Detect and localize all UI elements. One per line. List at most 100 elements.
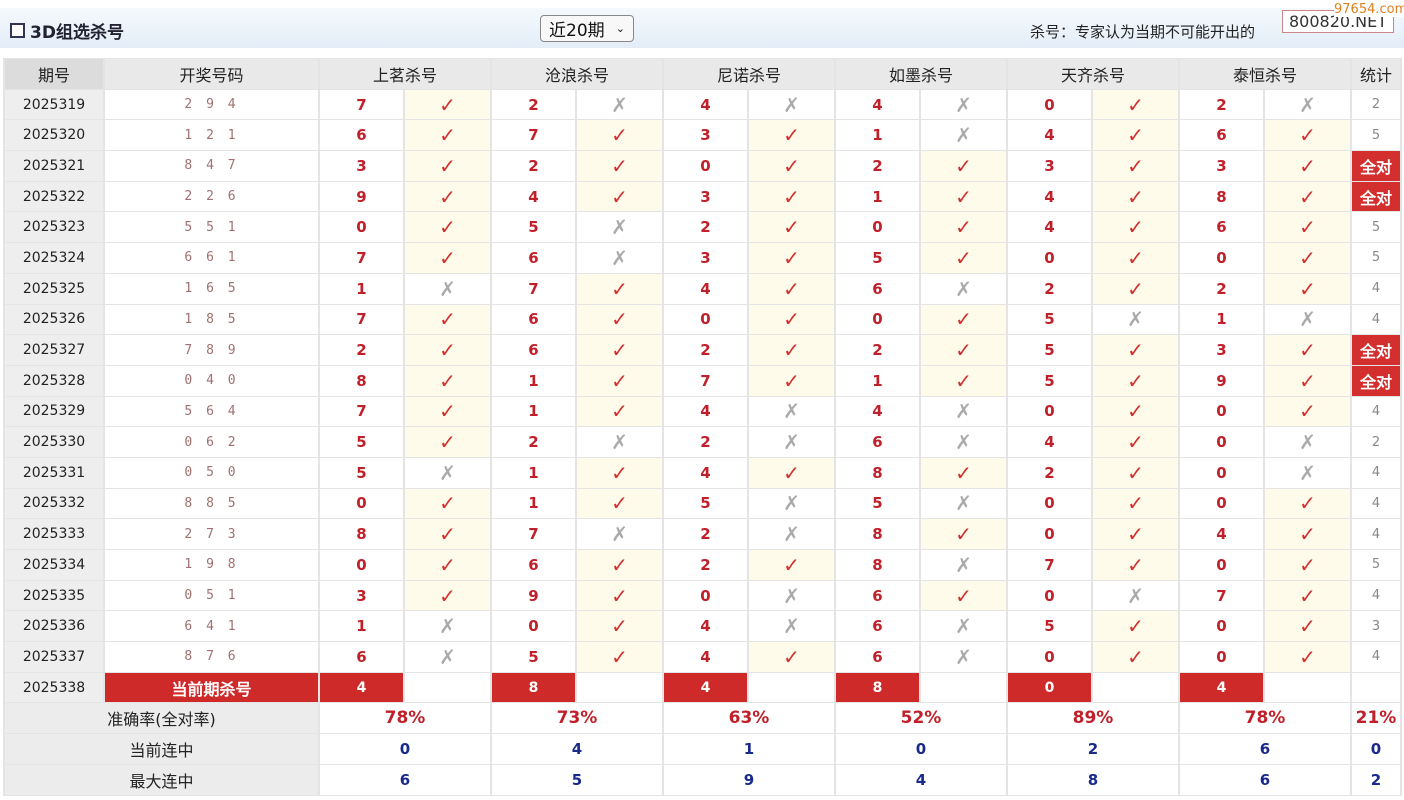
check-icon: ✓ [405, 488, 490, 519]
issue-cell: 2025330 [5, 427, 103, 457]
stat-cell: 5 [1352, 120, 1400, 151]
kill-number-cell: 4 [664, 273, 747, 304]
summary-value: 78% [1180, 703, 1350, 734]
kill-number-cell: 4 [1008, 427, 1091, 457]
check-icon: ✓ [749, 212, 834, 243]
kill-number-cell: 6 [836, 611, 919, 642]
check-icon: ✓ [1093, 550, 1178, 580]
current-kill-number: 4 [320, 672, 403, 703]
kill-number-cell: 1 [492, 365, 575, 396]
kill-number-cell: 0 [1008, 396, 1091, 427]
all-correct-badge: 全对 [1352, 335, 1400, 365]
kill-number-cell: 5 [1008, 365, 1091, 396]
period-select[interactable]: 近20期 ⌄ [540, 15, 634, 42]
check-icon: ✓ [577, 580, 662, 611]
summary-value: 0 [320, 734, 490, 764]
col-issue: 期号 [5, 59, 103, 89]
check-icon: ✓ [405, 120, 490, 151]
kill-number-cell: 6 [492, 304, 575, 335]
issue-cell: 2025326 [5, 304, 103, 335]
stat-cell: 2 [1352, 89, 1400, 120]
kill-number-cell: 4 [492, 181, 575, 212]
cross-icon: ✗ [749, 519, 834, 549]
kill-number-cell: 5 [836, 488, 919, 519]
kill-number-cell: 0 [1008, 642, 1091, 672]
cross-icon: ✗ [405, 457, 490, 488]
kill-number-cell: 0 [1008, 89, 1091, 120]
kill-number-cell: 6 [1180, 212, 1263, 243]
kill-number-cell: 0 [1180, 488, 1263, 519]
check-icon: ✓ [1265, 611, 1350, 642]
stat-cell: 4 [1352, 304, 1400, 335]
kill-number-cell: 5 [836, 243, 919, 273]
cross-icon: ✗ [1093, 580, 1178, 611]
check-icon: ✓ [1265, 488, 1350, 519]
summary-value: 4 [492, 734, 662, 764]
current-kill-label: 当前期杀号 [105, 672, 318, 703]
issue-cell: 2025320 [5, 120, 103, 151]
check-icon: ✓ [577, 273, 662, 304]
kill-number-cell: 4 [1008, 120, 1091, 151]
kill-number-cell: 8 [836, 457, 919, 488]
check-icon: ✓ [749, 550, 834, 580]
col-expert: 天齐杀号 [1008, 59, 1178, 89]
check-icon: ✓ [749, 304, 834, 335]
current-kill-number: 8 [836, 672, 919, 703]
kill-number-cell: 2 [664, 427, 747, 457]
draw-cell: 0 5 1 [105, 580, 318, 611]
kill-number-cell: 7 [1180, 580, 1263, 611]
check-icon: ✓ [1093, 457, 1178, 488]
col-expert: 上茗杀号 [320, 59, 490, 89]
issue-cell: 2025319 [5, 89, 103, 120]
issue-cell: 2025336 [5, 611, 103, 642]
cross-icon: ✗ [921, 120, 1006, 151]
kill-number-cell: 0 [1008, 580, 1091, 611]
summary-value: 89% [1008, 703, 1178, 734]
kill-number-cell: 3 [320, 580, 403, 611]
check-icon: ✓ [1265, 519, 1350, 549]
kill-number-cell: 4 [664, 642, 747, 672]
check-icon: ✓ [577, 396, 662, 427]
summary-stat: 0 [1352, 734, 1400, 764]
check-icon: ✓ [405, 519, 490, 549]
all-correct-badge: 全对 [1352, 181, 1400, 212]
check-icon: ✓ [921, 304, 1006, 335]
issue-cell: 2025328 [5, 365, 103, 396]
col-expert: 泰恒杀号 [1180, 59, 1350, 89]
cross-icon: ✗ [749, 396, 834, 427]
kill-number-cell: 5 [492, 642, 575, 672]
summary-value: 6 [1180, 734, 1350, 764]
cross-icon: ✗ [577, 427, 662, 457]
kill-number-cell: 4 [664, 611, 747, 642]
draw-cell: 0 5 0 [105, 457, 318, 488]
summary-row: 最大连中 6 5 9 4 8 6 2 [5, 764, 1400, 795]
issue-cell: 2025331 [5, 457, 103, 488]
kill-note: 杀号：专家认为当期不可能开出的 [1030, 23, 1256, 41]
col-expert: 沧浪杀号 [492, 59, 662, 89]
kill-number-cell: 0 [664, 304, 747, 335]
kill-number-cell: 1 [1180, 304, 1263, 335]
cross-icon: ✗ [749, 427, 834, 457]
draw-cell: 1 2 1 [105, 120, 318, 151]
cross-icon: ✗ [921, 488, 1006, 519]
kill-number-cell: 1 [492, 457, 575, 488]
check-icon: ✓ [405, 396, 490, 427]
kill-number-cell: 6 [1180, 120, 1263, 151]
cross-icon: ✗ [577, 243, 662, 273]
check-icon: ✓ [1265, 580, 1350, 611]
check-icon: ✓ [1093, 519, 1178, 549]
check-icon: ✓ [577, 457, 662, 488]
kill-number-cell: 3 [664, 181, 747, 212]
check-icon: ✓ [1093, 427, 1178, 457]
check-icon: ✓ [405, 427, 490, 457]
cross-icon: ✗ [1265, 457, 1350, 488]
check-icon: ✓ [1093, 89, 1178, 120]
check-icon: ✓ [1093, 151, 1178, 181]
kill-number-cell: 7 [664, 365, 747, 396]
check-icon: ✓ [577, 488, 662, 519]
all-correct-badge: 全对 [1352, 365, 1400, 396]
kill-number-cell: 0 [1180, 642, 1263, 672]
table-row: 2025326 1 8 5 7 ✓ 6 ✓ 0 ✓ 0 ✓ 5 ✗ 1 ✗ 4 [5, 304, 1400, 335]
stat-cell: 4 [1352, 457, 1400, 488]
blank-cell [921, 672, 1006, 703]
